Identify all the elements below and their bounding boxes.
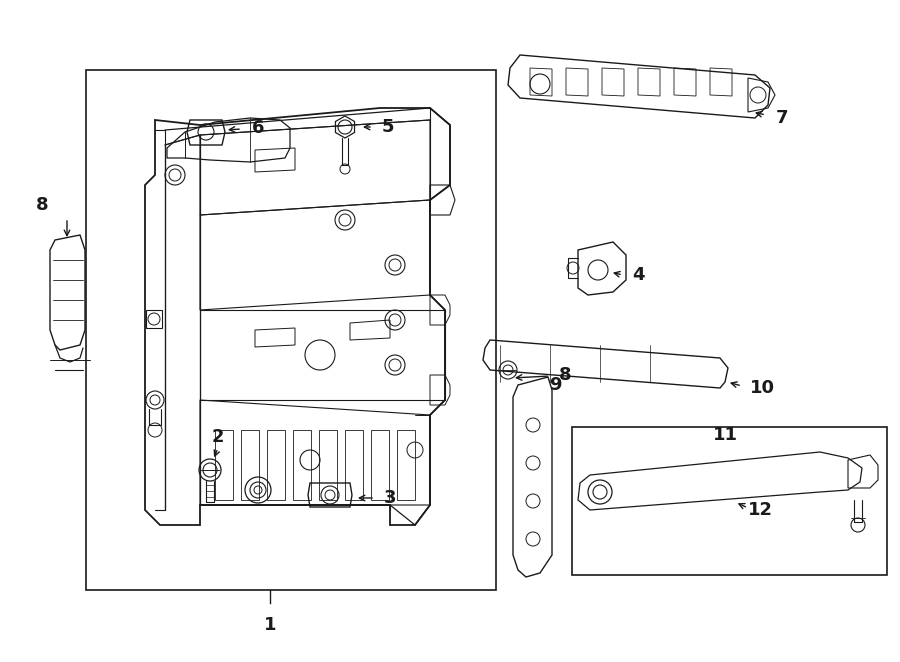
Bar [572,427,887,575]
Text: 1: 1 [264,616,276,634]
Text: 5: 5 [382,118,394,136]
Text: 2: 2 [212,428,224,446]
Text: 11: 11 [713,426,737,444]
Text: 3: 3 [383,489,396,507]
Text: 10: 10 [750,379,775,397]
Bar [86,70,496,590]
Text: 6: 6 [252,119,265,137]
Text: 4: 4 [632,266,644,284]
Text: 7: 7 [776,109,788,127]
Text: 12: 12 [748,501,772,519]
Text: 8: 8 [559,366,572,384]
Text: 8: 8 [36,196,49,214]
Text: 9: 9 [549,376,562,394]
